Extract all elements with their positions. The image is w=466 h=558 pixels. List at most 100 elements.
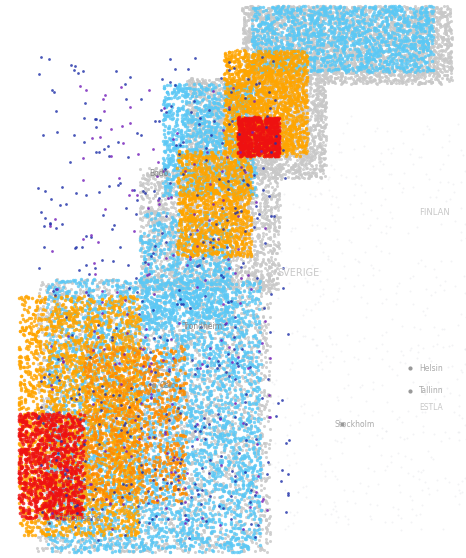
Point [209,358,216,367]
Point [447,34,455,43]
Point [423,57,431,66]
Point [391,3,399,12]
Point [149,267,157,276]
Point [277,4,285,13]
Point [263,137,271,146]
Point [208,85,215,94]
Point [128,480,136,489]
Point [209,195,216,204]
Point [310,21,318,30]
Point [404,33,412,42]
Point [338,47,345,56]
Point [285,153,293,162]
Point [230,212,237,221]
Point [184,333,192,342]
Point [67,60,74,69]
Point [55,292,62,301]
Point [77,517,85,526]
Point [178,242,185,251]
Point [223,76,230,85]
Point [278,55,286,64]
Point [191,81,198,90]
Point [295,21,302,30]
Point [212,218,219,227]
Point [237,193,244,201]
Point [274,113,281,122]
Point [276,5,283,14]
Point [48,505,55,514]
Point [178,240,185,249]
Point [279,80,286,89]
Point [184,176,191,185]
Point [249,486,256,495]
Point [262,522,270,531]
Point [73,529,80,538]
Point [254,143,261,152]
Point [274,138,282,147]
Point [54,509,61,518]
Point [114,364,122,373]
Point [287,365,294,374]
Point [265,21,272,30]
Point [419,9,427,18]
Point [344,65,352,74]
Point [131,489,139,498]
Point [58,543,65,552]
Point [187,106,194,115]
Point [268,146,276,155]
Point [425,13,432,22]
Point [249,71,256,80]
Point [250,99,257,108]
Point [181,291,188,300]
Point [196,258,204,267]
Point [267,146,275,155]
Point [73,312,81,321]
Point [34,323,42,332]
Point [205,488,212,497]
Point [63,441,71,450]
Point [179,441,186,450]
Point [68,451,75,460]
Point [85,297,92,306]
Point [260,166,267,175]
Point [189,270,197,278]
Point [43,422,51,431]
Point [120,379,127,388]
Point [59,495,66,504]
Point [131,339,138,348]
Point [116,289,123,298]
Point [293,62,301,71]
Point [211,223,219,232]
Point [241,107,249,116]
Point [209,475,217,484]
Point [159,441,166,450]
Point [73,325,80,334]
Point [261,439,268,448]
Point [90,458,98,467]
Point [248,177,256,186]
Point [273,201,280,210]
Point [44,496,52,504]
Point [253,198,260,206]
Point [207,311,214,320]
Point [454,480,462,489]
Point [188,170,195,179]
Point [260,148,267,157]
Point [411,52,418,61]
Point [150,290,158,299]
Point [121,295,128,304]
Point [266,53,274,62]
Point [287,56,295,65]
Point [125,319,133,328]
Point [180,427,187,436]
Point [92,300,99,309]
Point [182,88,189,97]
Point [253,137,260,146]
Point [264,255,272,264]
Point [136,347,143,356]
Point [133,380,141,389]
Point [145,416,153,425]
Point [358,54,365,63]
Point [148,488,156,497]
Point [409,29,417,38]
